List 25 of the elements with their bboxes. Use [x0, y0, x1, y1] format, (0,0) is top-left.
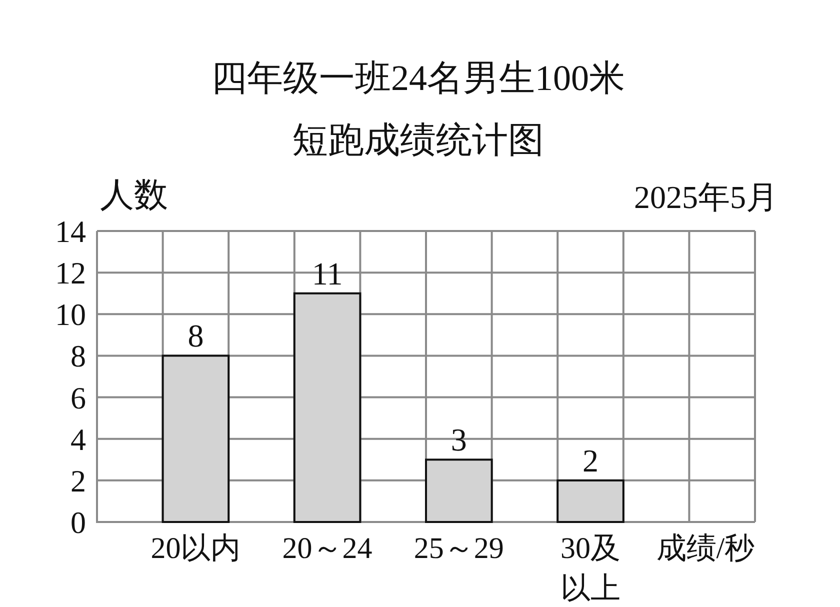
- x-tick-label: 20以内: [150, 532, 241, 565]
- chart-subtitle: 短跑成绩统计图: [292, 120, 544, 160]
- y-tick-label: 6: [70, 380, 86, 416]
- bar: [162, 354, 230, 523]
- y-tick-label: 2: [70, 463, 86, 498]
- x-tick-label: 25～29: [414, 532, 504, 565]
- x-axis-title: 成绩/秒: [656, 532, 755, 565]
- bar: [556, 479, 624, 523]
- data-label: 11: [312, 255, 343, 292]
- data-label: 8: [188, 318, 204, 354]
- x-tick-label: 20～24: [282, 532, 372, 565]
- data-label: 2: [582, 442, 598, 478]
- chart-title: 四年级一班24名男生100米: [211, 58, 625, 98]
- y-tick-label: 4: [70, 422, 86, 457]
- text: 2025年5月: [634, 179, 778, 215]
- y-tick-label: 12: [55, 256, 86, 291]
- y-tick-label: 14: [55, 214, 86, 249]
- y-tick-label: 8: [70, 338, 86, 374]
- x-tick-label: 30及以上: [560, 532, 620, 605]
- y-tick-label: 10: [55, 297, 86, 332]
- bar: [425, 458, 493, 523]
- y-axis-title: 人数: [100, 177, 168, 214]
- bar: [293, 292, 362, 523]
- y-tick-label: 0: [70, 505, 86, 540]
- data-label: 3: [450, 422, 467, 458]
